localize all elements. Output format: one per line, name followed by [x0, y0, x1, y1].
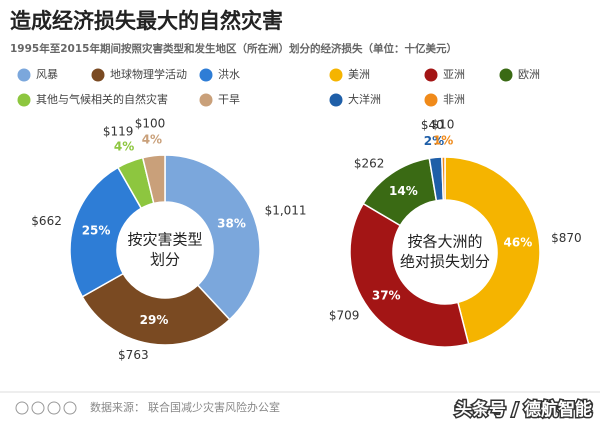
center-label: 按各大洲的: [407, 233, 482, 251]
center-label: 绝对损失划分: [400, 253, 490, 271]
value-label: $709: [329, 309, 360, 323]
legend-swatch: [199, 93, 213, 107]
percent-label: 37%: [372, 289, 401, 303]
percent-label: 38%: [217, 216, 246, 230]
value-label: $119: [103, 124, 134, 138]
title: 造成经济损失最大的自然灾害: [10, 9, 283, 33]
center-label: 按灾害类型: [127, 231, 202, 249]
value-label: $763: [118, 348, 149, 362]
legend-swatch: [199, 68, 213, 82]
percent-label: 2%: [424, 134, 444, 148]
value-label: $1,011: [265, 203, 307, 217]
legend-label: 其他与气候相关的自然灾害: [36, 92, 168, 106]
legend-label: 大洋洲: [348, 92, 381, 106]
subtitle: 1995年至2015年期间按照灾害类型和发生地区（所在洲）划分的经济损失（单位：…: [10, 42, 457, 55]
legend-swatch: [91, 68, 105, 82]
percent-label: 46%: [504, 235, 533, 249]
legend-label: 欧洲: [518, 68, 540, 81]
slice: [81, 272, 231, 346]
value-label: $262: [354, 156, 385, 170]
legend-label: 地球物理学活动: [110, 67, 187, 81]
center-label: 划分: [150, 251, 180, 269]
slice: [444, 156, 541, 345]
percent-label: 29%: [140, 313, 169, 327]
watermark: 头条号 / 德航智能: [455, 399, 592, 420]
slice: [141, 154, 166, 205]
legend-swatch: [329, 93, 343, 107]
percent-label: 25%: [82, 223, 111, 237]
legend-swatch: [17, 68, 31, 82]
percent-label: 14%: [389, 184, 418, 198]
legend-label: 美洲: [348, 68, 370, 81]
legend-label: 干旱: [218, 93, 240, 106]
slice: [441, 156, 446, 201]
legend-swatch: [329, 68, 343, 82]
value-label: $870: [551, 231, 582, 245]
source-label: 数据来源：: [90, 400, 145, 414]
legend-label: 非洲: [443, 93, 465, 106]
legend-swatch: [424, 93, 438, 107]
value-label: $100: [135, 116, 166, 130]
legend-swatch: [424, 68, 438, 82]
slice: [69, 166, 143, 298]
percent-label: 1%: [433, 134, 453, 148]
percent-label: 4%: [114, 139, 134, 153]
legend-label: 亚洲: [443, 68, 465, 81]
legend-swatch: [499, 68, 513, 82]
legend-label: 风暴: [36, 68, 58, 81]
source: 联合国减少灾害风险办公室: [148, 400, 280, 414]
legend-label: 洪水: [218, 67, 240, 81]
slice: [349, 202, 470, 348]
value-label: $40: [421, 118, 444, 132]
value-label: $662: [31, 214, 62, 228]
legend-swatch: [17, 93, 31, 107]
value-label: $10: [431, 118, 454, 132]
license-icons: [15, 401, 77, 415]
percent-label: 4%: [142, 132, 162, 146]
slice: [164, 154, 261, 321]
